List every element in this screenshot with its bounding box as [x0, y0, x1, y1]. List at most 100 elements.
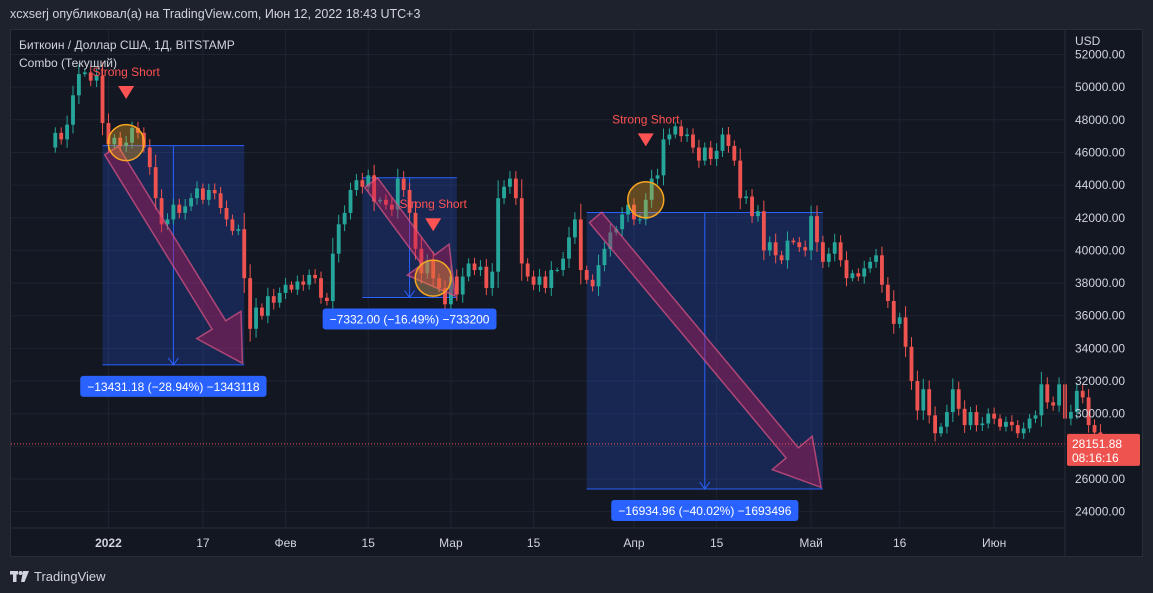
candle-body [248, 278, 253, 329]
candlestick-chart[interactable]: Strong Short Strong Short Strong Short −134… [11, 30, 1142, 556]
price-tick-label: 38000.00 [1075, 276, 1125, 290]
candle-body [165, 219, 170, 225]
candle-body [218, 193, 223, 208]
candle-body [466, 263, 471, 277]
candle-body [1045, 384, 1050, 403]
candle-body [112, 137, 117, 145]
candle-body [65, 124, 70, 140]
candle-body [195, 188, 199, 199]
time-tick-label: 15 [362, 536, 376, 550]
candle-body [183, 206, 188, 213]
candle-body [431, 260, 436, 279]
measure-arrow-head [699, 481, 711, 490]
candle-body [472, 263, 477, 271]
candle-body [513, 178, 518, 199]
candle-body [443, 287, 447, 305]
candle-body [578, 219, 583, 271]
candle-body [236, 229, 241, 231]
candle-body [915, 381, 920, 411]
candle-body [832, 242, 837, 254]
candle-body [395, 178, 400, 210]
candle-body [277, 292, 282, 303]
measure-label-text: −16934.96 (−40.02%) −1693496 [618, 504, 791, 518]
candle-body [820, 242, 825, 262]
measure-arrow-head [404, 290, 415, 299]
measure-label-bg [80, 375, 267, 397]
candle-body [584, 270, 589, 280]
candle-body [124, 142, 129, 146]
measure-label-text: −7332.00 (−16.49%) −733200 [330, 312, 490, 326]
price-tick-label: 46000.00 [1075, 145, 1125, 159]
candle-body [720, 134, 725, 151]
candle-body [330, 253, 335, 302]
candle-body [519, 198, 524, 264]
time-tick-label: Мар [439, 536, 463, 550]
candle-body [626, 204, 630, 215]
measure-label-text: −13431.18 (−28.94%) −1343118 [87, 380, 260, 394]
candle-body [809, 216, 814, 251]
candle-body [543, 276, 548, 288]
candle-body [874, 255, 878, 262]
candle-body [956, 389, 961, 409]
candle-body [389, 204, 394, 210]
candle-body [407, 190, 412, 213]
last-price-value: 28151.88 [1072, 437, 1122, 451]
candle-body [206, 190, 211, 200]
chart-panel[interactable]: Strong Short Strong Short Strong Short −134… [10, 29, 1143, 557]
candle-body [632, 204, 636, 220]
candle-body [448, 276, 453, 305]
candle-body [1051, 402, 1056, 406]
candle-body [738, 160, 743, 199]
candle-body [708, 147, 713, 159]
signal-circle [414, 259, 452, 297]
candle-body [378, 199, 382, 202]
candle-body [1086, 397, 1091, 426]
candle-body [94, 75, 99, 81]
candle-body [336, 224, 341, 254]
signal-marker-icon [425, 218, 442, 232]
candle-body [76, 74, 81, 96]
candle-body [171, 204, 176, 220]
candle-body [271, 296, 276, 303]
candle-body [59, 132, 64, 140]
candle-body [53, 132, 58, 148]
candle-body [927, 389, 932, 416]
last-price-tag [1067, 433, 1140, 466]
time-tick-label: Май [799, 536, 823, 550]
signal-circle [627, 181, 665, 219]
price-tick-label: 48000.00 [1075, 113, 1125, 127]
candle-body [596, 265, 601, 287]
tradingview-brand: TradingView [34, 569, 106, 584]
candle-body [254, 307, 258, 329]
candle-body [484, 266, 489, 288]
symbol-title[interactable]: Биткоин / Доллар США, 1Д, BITSTAMP [19, 38, 235, 52]
candle-body [732, 145, 737, 161]
candle-body [242, 229, 247, 279]
candle-body [602, 248, 607, 266]
candle-body [1027, 418, 1032, 429]
candle-body [460, 276, 465, 295]
candle-body [643, 199, 648, 220]
indicator-title[interactable]: Combo (Текущий) [19, 56, 118, 70]
candle-body [620, 214, 625, 230]
candle-body [714, 150, 719, 159]
candle-body [803, 247, 808, 251]
candle-body [425, 260, 430, 274]
candle-body [661, 139, 666, 176]
price-tick-label: 32000.00 [1075, 374, 1125, 388]
candle-body [880, 255, 884, 285]
candle-body [437, 278, 442, 288]
measure-label: −7332.00 (−16.49%) −733200 [322, 308, 497, 330]
candle-body [118, 137, 123, 146]
candle-body [153, 167, 158, 199]
candle-body [590, 279, 595, 287]
candle-body [366, 175, 371, 187]
candle-body [897, 317, 902, 324]
signal-marker-icon [637, 133, 654, 147]
candle-body [885, 284, 890, 302]
candle-body [212, 190, 217, 194]
candle-body [454, 276, 459, 295]
candle-body [608, 232, 613, 249]
candle-body [637, 219, 642, 221]
candle-body [100, 75, 105, 124]
